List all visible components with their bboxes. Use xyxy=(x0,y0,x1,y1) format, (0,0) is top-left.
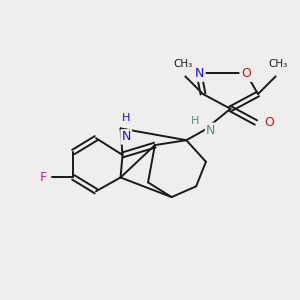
Text: N: N xyxy=(122,130,131,143)
Text: O: O xyxy=(241,67,251,80)
Text: F: F xyxy=(40,171,47,184)
Text: N: N xyxy=(206,124,215,137)
Text: N: N xyxy=(194,67,204,80)
Text: O: O xyxy=(264,116,274,129)
Text: CH₃: CH₃ xyxy=(268,58,287,68)
Text: H: H xyxy=(122,113,130,124)
Text: CH₃: CH₃ xyxy=(174,58,193,68)
Text: H: H xyxy=(191,116,199,126)
